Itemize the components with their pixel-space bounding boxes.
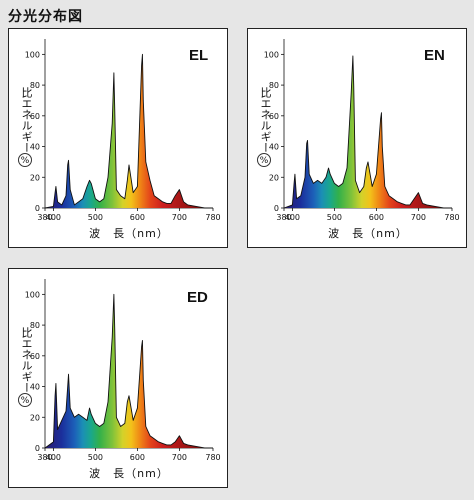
y-tick-label: 80 [269,81,279,90]
y-axis-label: 比エネルギー [20,87,33,153]
x-tick-label: 700 [172,213,187,222]
x-tick-label: 380 [37,213,52,222]
y-tick-label: 40 [269,143,279,152]
x-axis-label: 波 長（nm） [89,227,169,240]
chart-panel-el: 比エネルギー % EL 0 20 40 60 80 100 380 400 500 600 700 7… [8,28,228,248]
x-tick-label: 600 [130,213,145,222]
x-tick-label: 380 [37,453,52,462]
y-tick-label: 20 [30,173,40,182]
chart-panel-ed: 比エネルギー % ED 0 20 40 60 80 100 380 400 500 600 700 7… [8,268,228,488]
page-title: 分光分布図 [8,9,83,25]
x-tick-label: 500 [327,213,342,222]
x-axis-label: 波 長（nm） [328,227,408,240]
y-tick-label: 20 [30,413,40,422]
y-tick-label: 60 [30,352,40,361]
y-tick-label: 100 [25,290,40,299]
spectrum-area [284,55,452,209]
y-tick-label: 60 [30,112,40,121]
x-axis-label: 波 長（nm） [89,467,169,480]
x-tick-label: 500 [88,453,103,462]
x-tick-label: 600 [369,213,384,222]
x-tick-label: 780 [205,213,220,222]
spectrum-area [45,54,213,208]
y-tick-label: 100 [25,50,40,59]
y-tick-label: 40 [30,143,40,152]
y-tick-label: 20 [269,173,279,182]
x-tick-label: 500 [88,213,103,222]
y-tick-label: 40 [30,383,40,392]
chart-panel-en: 比エネルギー % EN 0 20 40 60 80 100 380 400 500 600 700 7… [247,28,467,248]
x-tick-label: 600 [130,453,145,462]
x-tick-label: 400 [46,213,61,222]
y-axis-unit: % [257,153,271,167]
spectrum-line [44,53,213,209]
series-label-en: EN [424,47,445,64]
series-label-el: EL [189,47,209,64]
y-tick-label: 80 [30,81,40,90]
y-tick-label: 60 [269,112,279,121]
x-tick-label: 400 [46,453,61,462]
series-label-ed: ED [187,289,208,306]
y-axis-label: 比エネルギー [20,327,33,393]
y-tick-label: 0 [35,204,40,213]
y-tick-label: 100 [264,50,279,59]
spectrum-line [283,55,452,209]
spectrum-area [45,294,213,448]
x-tick-label: 400 [285,213,300,222]
x-tick-label: 780 [205,453,220,462]
y-tick-label: 0 [35,444,40,453]
x-tick-label: 380 [276,213,291,222]
y-axis-unit: % [18,153,32,167]
y-tick-label: 0 [274,204,279,213]
y-axis-label: 比エネルギー [259,87,272,153]
x-tick-label: 700 [411,213,426,222]
x-tick-label: 780 [444,213,459,222]
spectrum-line [44,293,213,449]
y-tick-label: 80 [30,321,40,330]
x-tick-label: 700 [172,453,187,462]
y-axis-unit: % [18,393,32,407]
